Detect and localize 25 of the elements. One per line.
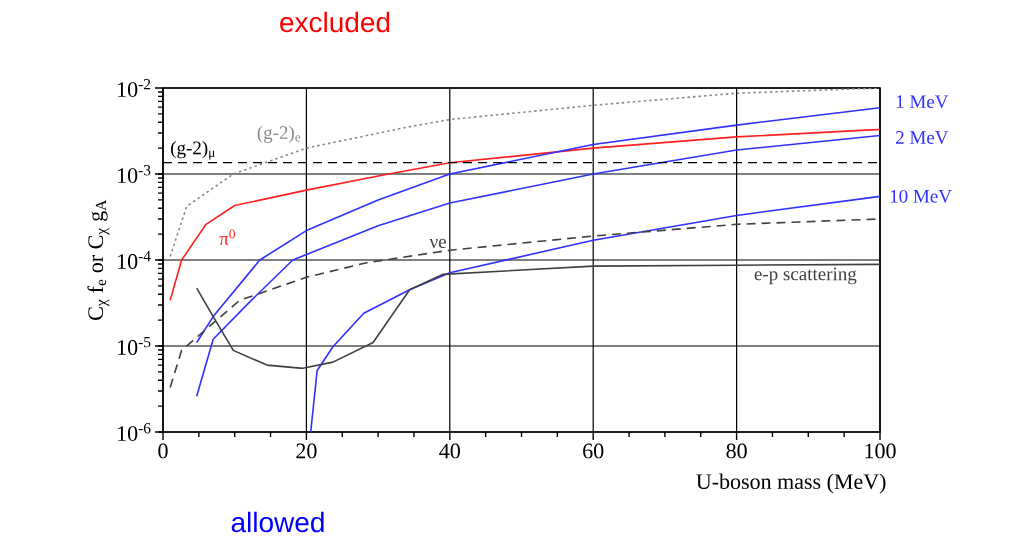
line-series [169,128,881,302]
line-series [309,195,881,433]
y-tick-label: 10$^{-6}$ [118,423,151,441]
series-label: 2 MeV [896,131,949,144]
series-label: νe [429,238,446,249]
x-tick-label: 0 [158,443,168,459]
series-label: (g-2)$_{e}$ [257,125,301,143]
x-tick-label: 40 [439,443,460,459]
y-tick-label: 10$^{-4}$ [118,251,151,269]
series-label: e-p scattering [754,267,857,285]
series-label: π$^{0}$ [219,229,235,245]
text: allowed [231,511,324,533]
x-axis-title: U-boson mass (MeV) [696,473,886,494]
x-tick-label: 100 [865,443,896,459]
y-tick-label: 10$^{-5}$ [118,337,151,355]
series-label: 10 MeV [890,189,952,203]
text: excluded [280,11,390,33]
series-label: 1 MeV [896,95,949,109]
y-axis-title: C$_{χ}$ f$_{e}$ or C$_{χ}$ g$_{A}$ [87,199,110,320]
x-tick-label: 80 [726,443,747,459]
legend-label: (g-2)$_{μ}$ [171,140,215,160]
x-tick-label: 20 [296,443,317,459]
y-tick-label: 10$^{-2}$ [118,79,151,97]
x-tick-label: 60 [583,443,604,459]
y-tick-label: 10$^{-3}$ [118,165,151,183]
